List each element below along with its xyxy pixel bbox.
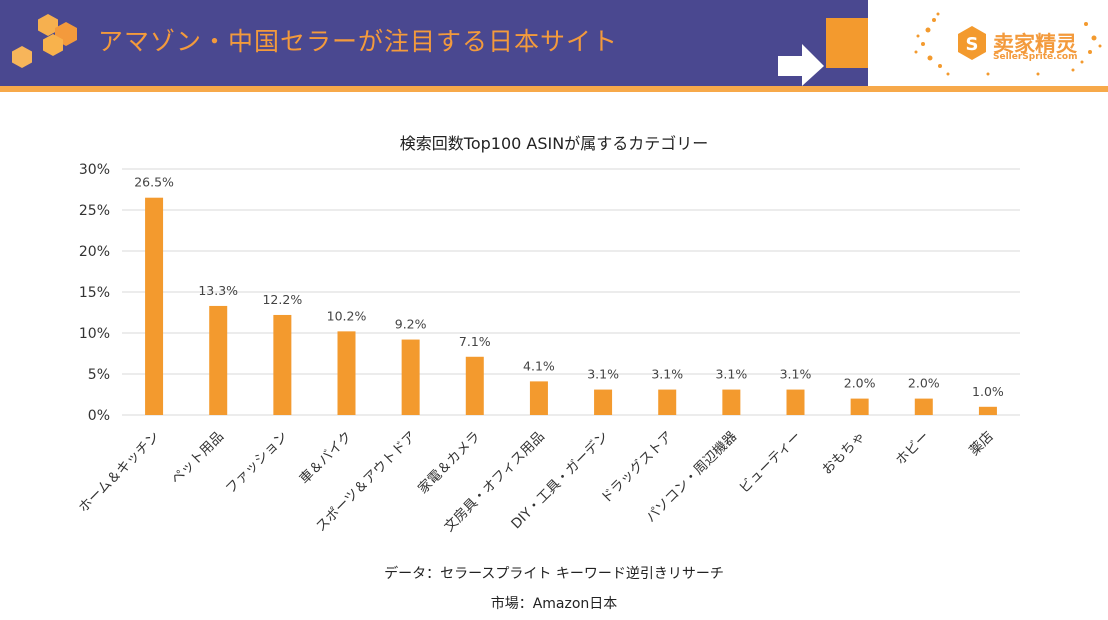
header-underline: [0, 86, 1108, 92]
x-tick-label: 車＆バイク: [296, 429, 355, 488]
y-tick-label: 20%: [79, 244, 110, 260]
logo-cn-text: 卖家精灵: [993, 32, 1077, 56]
bar: [337, 331, 356, 415]
bar: [465, 356, 484, 415]
sellersprite-s-logo-icon: S: [914, 12, 1102, 76]
bar: [786, 389, 805, 415]
bar-chart: 0% 5% 10% 15% 20% 25% 30% 26.5% ホーム＆キッチン 13.3% ペット…: [75, 162, 1020, 535]
data-label: 26.5%: [134, 175, 174, 190]
bar: [145, 197, 164, 415]
data-label: 3.1%: [587, 367, 619, 382]
data-label: 3.1%: [780, 367, 812, 382]
y-tick-label: 0%: [88, 408, 110, 424]
bar: [529, 381, 548, 415]
logo-area: [868, 0, 1108, 86]
bar: [209, 305, 228, 415]
bar: [722, 389, 741, 415]
x-tick-label: 薬店: [966, 429, 996, 459]
x-tick-label: ホーム＆キッチン: [75, 429, 162, 516]
x-tick-label: おもちゃ: [819, 429, 868, 478]
data-label: 13.3%: [198, 283, 238, 298]
page-title: アマゾン・中国セラーが注目する日本サイト: [98, 27, 619, 56]
data-label: 9.2%: [395, 317, 427, 332]
y-tick-label: 15%: [79, 285, 110, 301]
x-tick-label: ペット用品: [168, 429, 227, 488]
hexagon-logo-icon: [12, 14, 77, 68]
x-tick-label: ビューティー: [736, 429, 804, 497]
bar: [273, 314, 292, 415]
data-label: 4.1%: [523, 358, 555, 373]
data-label: 10.2%: [327, 308, 367, 323]
x-tick-label: ホビー: [893, 429, 933, 469]
x-tick-label: ファッション: [223, 429, 292, 498]
chart-title: 検索回数Top100 ASINが属するカテゴリー: [399, 134, 709, 153]
bar: [401, 339, 420, 415]
data-label: 2.0%: [908, 376, 940, 391]
bar: [658, 389, 677, 415]
bar: [594, 389, 613, 415]
data-label: 3.1%: [715, 367, 747, 382]
bar: [850, 398, 869, 415]
x-tick-label: 家電＆カメラ: [414, 428, 483, 497]
logo-en-text: SellerSprite.com: [993, 52, 1078, 62]
y-tick-label: 5%: [88, 367, 110, 383]
y-tick-label: 25%: [79, 203, 110, 219]
data-label: 2.0%: [844, 376, 876, 391]
data-label: 12.2%: [262, 292, 302, 307]
bar: [914, 398, 933, 415]
data-label: 3.1%: [651, 367, 683, 382]
svg-text:S: S: [966, 34, 979, 55]
bar: [978, 406, 997, 415]
market-line: 市場：Amazon日本: [490, 596, 618, 612]
data-label: 1.0%: [972, 384, 1004, 399]
source-line: データ：セラースプライト キーワード逆引きリサーチ: [384, 566, 724, 582]
data-label: 7.1%: [459, 334, 491, 349]
y-tick-label: 10%: [79, 326, 110, 342]
y-tick-label: 30%: [79, 162, 110, 178]
